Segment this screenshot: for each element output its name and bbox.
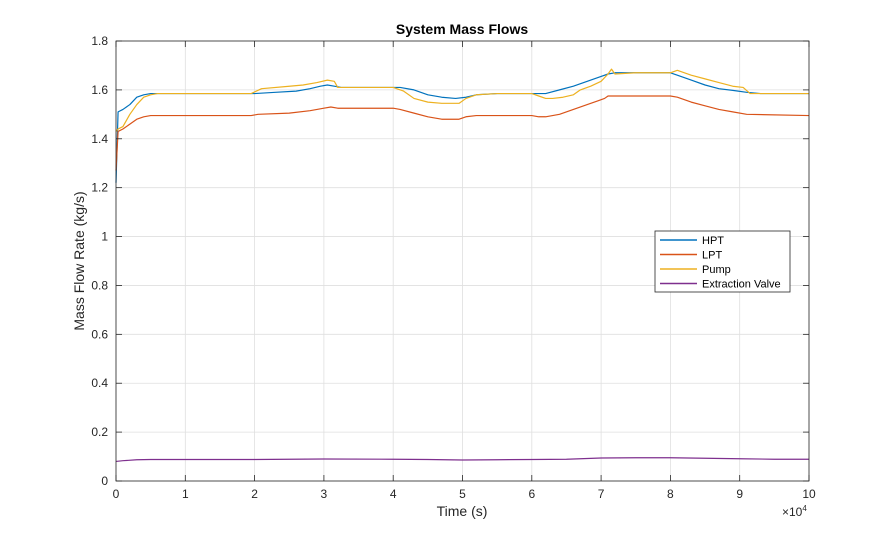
y-tick-label: 0.4 (91, 376, 108, 390)
x-tick-label: 8 (667, 487, 674, 501)
x-axis-multiplier-exponent: 4 (802, 504, 807, 513)
y-tick-label: 1 (101, 230, 108, 244)
legend-box (654, 230, 791, 293)
x-tick-label: 3 (321, 487, 328, 501)
legend-label-hpt: HPT (702, 235, 724, 247)
chart-title: System Mass Flows (396, 21, 528, 37)
x-axis-multiplier: ×104 (782, 504, 807, 519)
series-line-lpt (115, 95, 810, 171)
x-tick-label: 7 (598, 487, 605, 501)
y-tick-label: 1.8 (91, 34, 108, 48)
series-layer (115, 68, 810, 463)
y-tick-label: 0.6 (91, 327, 108, 341)
x-tick-label: 1 (182, 487, 189, 501)
y-tick-label: 1.6 (91, 83, 108, 97)
tick-labels: 0 1 2 3 4 5 6 7 8 9 10 0 0.2 0.4 0.6 0.8 1 1.2 1.4 1.6 1.8 (91, 34, 816, 501)
y-tick-label: 0 (101, 474, 108, 488)
x-tick-label: 0 (113, 487, 120, 501)
y-tick-label: 0.2 (91, 425, 108, 439)
x-tick-label: 10 (802, 487, 816, 501)
ticks (115, 40, 810, 482)
y-tick-label: 1.2 (91, 181, 108, 195)
series-line-extraction-valve (115, 457, 809, 463)
legend: HPT LPT Pump Extraction Valve (654, 230, 791, 293)
x-tick-label: 5 (459, 487, 466, 501)
y-tick-label: 1.4 (91, 132, 108, 146)
x-tick-label: 4 (390, 487, 397, 501)
x-tick-label: 6 (528, 487, 535, 501)
series-line-pump (115, 68, 809, 132)
legend-label-pump: Pump (702, 264, 731, 276)
legend-label-extraction-valve: Extraction Valve (702, 279, 781, 291)
x-axis-multiplier-base: ×10 (782, 505, 803, 519)
legend-label-lpt: LPT (702, 250, 722, 262)
y-axis-label: Mass Flow Rate (kg/s) (71, 191, 87, 330)
x-tick-label: 2 (251, 487, 258, 501)
x-axis-label: Time (s) (437, 503, 488, 519)
x-tick-label: 9 (736, 487, 743, 501)
y-tick-label: 0.8 (91, 278, 108, 292)
